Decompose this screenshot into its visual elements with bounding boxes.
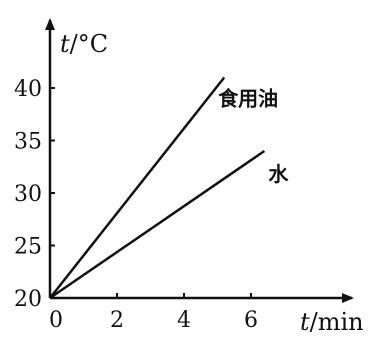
x-tick-label: 0 [49, 308, 63, 333]
y-axis-unit: /°C [70, 30, 108, 58]
y-axis-label: t/°C [60, 30, 108, 58]
x-axis-variable: t [300, 308, 310, 336]
series-label: 水 [268, 162, 289, 186]
x-tick-label: 2 [110, 308, 124, 333]
series-line [49, 76, 226, 299]
series-line [49, 149, 266, 300]
x-tick-label: 4 [177, 308, 191, 333]
y-axis-variable: t [60, 30, 70, 58]
series-label: 食用油 [218, 87, 278, 111]
y-tick-label: 35 [14, 130, 42, 155]
x-axis-unit: /min [310, 308, 364, 336]
x-tick-label: 6 [244, 308, 258, 333]
y-tick-label: 30 [14, 182, 42, 207]
y-tick-label: 25 [14, 235, 42, 260]
y-tick-label: 20 [14, 287, 42, 312]
ticks-layer: 0 2 4 6 20 25 30 35 40 [14, 77, 258, 333]
y-tick-label: 40 [14, 77, 42, 102]
x-axis-label: t/min [300, 308, 364, 336]
